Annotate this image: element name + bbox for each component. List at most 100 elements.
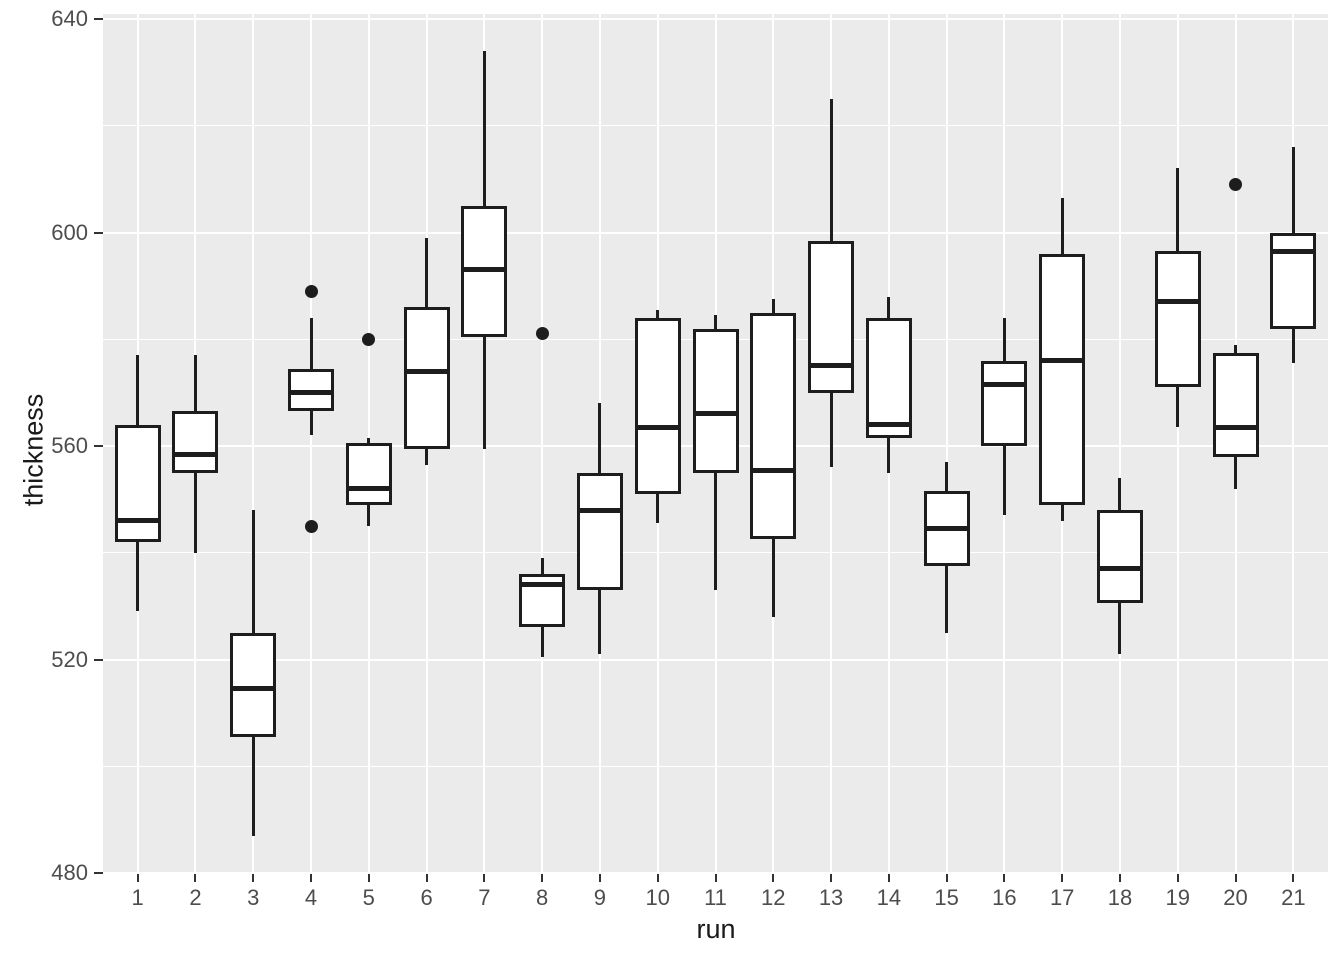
outlier-point <box>362 332 376 346</box>
median-line <box>811 363 852 369</box>
upper-whisker <box>540 558 544 575</box>
lower-whisker <box>771 539 775 617</box>
x-major-gridline <box>1176 14 1179 873</box>
median-line <box>522 582 563 588</box>
box-iqr <box>403 307 450 449</box>
box-iqr <box>692 328 739 473</box>
upper-whisker <box>656 309 660 318</box>
upper-whisker <box>482 51 486 206</box>
x-tick-label: 2 <box>189 885 202 910</box>
x-tick-label: 11 <box>704 885 727 910</box>
x-tick-mark <box>425 874 428 882</box>
lower-whisker <box>1176 387 1180 428</box>
x-tick-mark <box>252 874 255 882</box>
y-tick-mark <box>94 445 103 447</box>
upper-whisker <box>1176 168 1180 252</box>
median-line <box>117 518 158 524</box>
outlier-point <box>304 284 318 298</box>
plot-panel <box>103 14 1328 873</box>
median-line <box>1099 566 1140 572</box>
y-tick-label: 560 <box>51 433 88 458</box>
x-tick-label: 17 <box>1049 885 1075 910</box>
x-major-gridline <box>945 14 948 873</box>
lower-whisker <box>829 392 833 468</box>
median-line <box>984 382 1025 388</box>
x-tick-mark <box>772 874 775 882</box>
x-tick-label: 7 <box>478 885 491 910</box>
box-iqr <box>634 317 681 495</box>
lower-whisker <box>540 627 544 657</box>
x-tick-mark <box>1061 874 1064 882</box>
x-tick-label: 20 <box>1223 885 1248 910</box>
box-iqr <box>750 312 797 540</box>
x-tick-mark <box>367 874 370 882</box>
median-line <box>233 686 274 692</box>
box-iqr <box>865 317 912 438</box>
y-tick-mark <box>94 18 103 21</box>
x-tick-mark <box>945 874 948 882</box>
upper-whisker <box>309 317 313 369</box>
box-iqr <box>576 472 623 591</box>
lower-whisker <box>1234 456 1238 489</box>
upper-whisker <box>367 438 371 444</box>
x-tick-mark <box>1234 874 1237 882</box>
x-tick-label: 3 <box>247 885 260 910</box>
x-tick-label: 19 <box>1165 885 1190 910</box>
median-line <box>579 507 620 513</box>
x-tick-label: 21 <box>1281 885 1306 910</box>
x-major-gridline <box>310 14 313 873</box>
x-tick-mark <box>830 874 833 882</box>
outlier-point <box>535 327 549 341</box>
median-line <box>868 422 909 428</box>
upper-whisker <box>887 296 891 318</box>
lower-whisker <box>251 736 255 836</box>
x-tick-label: 18 <box>1107 885 1133 910</box>
x-major-gridline <box>1292 14 1295 873</box>
median-line <box>1157 299 1198 305</box>
median-line <box>1042 358 1083 364</box>
x-tick-mark <box>887 874 890 882</box>
x-tick-mark <box>310 874 313 882</box>
x-tick-label: 16 <box>992 885 1017 910</box>
median-line <box>406 368 447 374</box>
upper-whisker <box>829 99 833 241</box>
lower-whisker <box>656 494 660 524</box>
box-iqr <box>808 240 855 393</box>
lower-whisker <box>714 472 717 591</box>
box-iqr <box>230 632 277 737</box>
x-tick-label: 6 <box>420 885 433 910</box>
x-tick-mark <box>598 874 601 882</box>
x-major-gridline <box>1118 14 1121 873</box>
y-axis-title: thickness <box>18 393 49 507</box>
box-iqr <box>1154 251 1201 388</box>
x-tick-label: 14 <box>876 885 902 910</box>
upper-whisker <box>945 462 949 492</box>
lower-whisker <box>309 411 313 436</box>
median-line <box>753 467 794 473</box>
box-iqr <box>345 443 392 505</box>
x-tick-mark <box>136 874 139 882</box>
upper-whisker <box>771 299 775 313</box>
x-major-gridline <box>541 14 544 873</box>
y-tick-label: 640 <box>51 6 88 32</box>
lower-whisker <box>945 566 949 633</box>
x-tick-mark <box>1118 874 1121 882</box>
y-tick-mark <box>94 872 103 874</box>
x-tick-label: 4 <box>304 885 318 910</box>
y-tick-label: 480 <box>51 860 88 885</box>
lower-whisker <box>1060 504 1064 521</box>
x-axis-title: run <box>696 914 736 944</box>
x-tick-mark <box>1176 874 1179 882</box>
median-line <box>695 411 736 417</box>
median-line <box>926 526 967 532</box>
box-iqr <box>1270 232 1317 329</box>
upper-whisker <box>425 237 429 308</box>
box-iqr <box>114 424 161 543</box>
upper-whisker <box>1060 197 1064 254</box>
median-line <box>1215 424 1256 430</box>
lower-whisker <box>1002 446 1006 516</box>
upper-whisker <box>1002 317 1006 361</box>
lower-whisker <box>887 438 891 473</box>
x-tick-label: 1 <box>131 885 144 910</box>
